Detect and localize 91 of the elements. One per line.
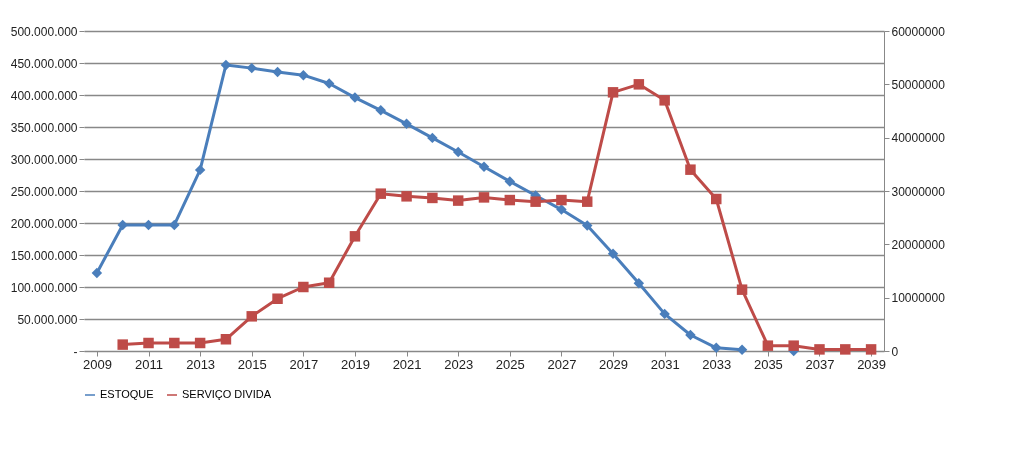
point [323, 78, 335, 89]
y2-tick-label: 10000000 [891, 291, 946, 306]
point [736, 344, 748, 355]
point [427, 192, 438, 204]
x-tick-label: 2025 [495, 356, 525, 372]
point [246, 311, 257, 322]
point [246, 62, 257, 74]
point [143, 337, 154, 349]
y-tick-label: 150.000.000 [10, 248, 78, 263]
y2-tick-label: 60000000 [891, 24, 946, 39]
point [375, 105, 387, 116]
point [685, 164, 696, 175]
x-tick-label: 2039 [857, 356, 887, 372]
point [117, 339, 128, 350]
point [504, 194, 516, 206]
point [556, 204, 567, 215]
x-tick-label: 2013 [186, 356, 216, 372]
y-tick-label: 50.000.000 [17, 312, 78, 327]
point [375, 188, 387, 199]
legend-label: ESTOQUE [100, 388, 154, 400]
point [452, 195, 464, 206]
point [840, 344, 851, 355]
point [298, 281, 309, 293]
y-tick-label: 450.000.000 [10, 56, 78, 71]
y2-tick-label: 30000000 [891, 184, 946, 199]
point [556, 194, 567, 206]
y-tick-label: 300.000.000 [10, 152, 78, 167]
point [452, 146, 464, 158]
point [194, 164, 206, 176]
point [736, 284, 748, 295]
point [401, 191, 412, 202]
point [504, 176, 516, 187]
point [607, 87, 619, 98]
x-tick-label: 2037 [805, 356, 835, 372]
y2-tick-label: 40000000 [891, 131, 946, 146]
x-tick-label: 2009 [82, 356, 112, 372]
point [478, 161, 490, 172]
point [659, 308, 670, 320]
point [581, 220, 593, 231]
point [427, 132, 438, 144]
y-tick-label: 250.000.000 [10, 184, 78, 199]
point [762, 340, 774, 351]
x-tick-label: 2011 [135, 356, 163, 372]
point [349, 231, 361, 242]
y-tick-label: - [73, 344, 78, 359]
point [220, 59, 232, 71]
point [865, 344, 877, 355]
point [581, 196, 593, 207]
point [323, 277, 335, 288]
x-tick-label: 2017 [289, 356, 319, 372]
x-tick-label: 2029 [599, 356, 628, 372]
y2-tick-label: 0 [891, 344, 899, 359]
y-tick-label: 500.000.000 [10, 24, 78, 39]
x-tick-label: 2031 [650, 356, 680, 372]
x-tick-label: 2027 [547, 356, 577, 372]
x-tick-label: 2021 [392, 356, 422, 372]
y-tick-label: 400.000.000 [10, 88, 78, 103]
point [194, 337, 206, 349]
point [478, 192, 490, 203]
point [711, 193, 722, 205]
point [117, 219, 128, 231]
point [272, 66, 283, 78]
point [633, 79, 645, 90]
point [272, 293, 283, 304]
x-tick-label: 2033 [702, 356, 732, 372]
y2-tick-label: 50000000 [891, 77, 946, 92]
x-tick-label: 2019 [341, 356, 370, 372]
point [633, 277, 645, 289]
point [169, 219, 180, 231]
point [788, 340, 799, 351]
x-tick-label: 2023 [444, 356, 474, 372]
point [91, 267, 103, 279]
point [169, 337, 180, 349]
point [143, 219, 154, 231]
point [530, 196, 541, 207]
y2-tick-label: 20000000 [891, 237, 946, 252]
point [298, 69, 309, 81]
point [220, 334, 232, 345]
point [814, 344, 825, 355]
legend-label: SERVIÇO DIVIDA [182, 388, 272, 400]
point [607, 248, 619, 259]
x-tick-label: 2035 [753, 356, 783, 372]
y-tick-label: 200.000.000 [10, 216, 78, 231]
point [659, 95, 670, 106]
point [401, 118, 412, 130]
point [685, 329, 696, 341]
x-tick-label: 2015 [237, 356, 267, 372]
y-tick-label: 350.000.000 [10, 120, 78, 135]
point [711, 342, 722, 354]
point [349, 92, 361, 103]
y-tick-label: 100.000.000 [10, 280, 78, 295]
